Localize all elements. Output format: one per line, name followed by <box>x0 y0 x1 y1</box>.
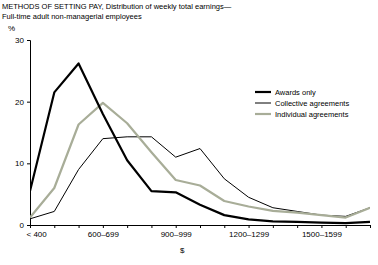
series-line <box>30 63 370 223</box>
y-axis: 0 10 20 30 <box>15 36 30 230</box>
chart: METHODS OF SETTING PAY, Distribution of … <box>0 0 378 265</box>
legend-swatch <box>255 103 271 104</box>
series-line <box>30 137 370 219</box>
x-tick-mark <box>321 225 322 228</box>
x-tick <box>151 225 152 228</box>
x-tick <box>200 225 201 228</box>
title: METHODS OF SETTING PAY, Distribution of … <box>2 2 232 11</box>
y-tick-mark <box>27 225 30 226</box>
x-tick <box>346 225 347 228</box>
subtitle: Full-time adult non-managerial employees <box>2 12 142 21</box>
x-tick <box>54 225 55 228</box>
x-tick-label: 1200–1299 <box>229 230 270 239</box>
x-tick <box>273 225 274 228</box>
x-tick: < 400 <box>27 225 48 239</box>
x-tick-label: 900–999 <box>161 230 193 239</box>
x-tick-label: 600–699 <box>88 230 120 239</box>
legend-swatch <box>255 91 271 93</box>
x-tick: 1200–1299 <box>229 225 270 239</box>
legend-label: Awards only <box>275 88 316 97</box>
legend-label: Collective agreements <box>275 99 349 108</box>
legend-label: Individual agreements <box>275 110 349 119</box>
x-tick-mark <box>249 225 250 228</box>
x-tick: 600–699 <box>88 225 120 239</box>
y-tick: 10 <box>15 159 30 168</box>
y-tick: 20 <box>15 98 30 107</box>
x-tick-mark <box>346 225 347 228</box>
x-tick-mark <box>224 225 225 228</box>
y-tick-mark <box>27 102 30 103</box>
y-tick-mark <box>27 40 30 41</box>
legend: Awards only Collective agreements Individu… <box>255 88 349 119</box>
x-tick-mark <box>297 225 298 228</box>
x-tick: 900–999 <box>161 225 193 239</box>
x-tick-mark <box>200 225 201 228</box>
y-tick-label: 20 <box>15 98 24 107</box>
x-tick-label: 1500–1599 <box>302 230 343 239</box>
x-tick-mark <box>127 225 128 228</box>
legend-swatch <box>255 113 271 115</box>
x-tick: 1500–1599 <box>302 225 343 239</box>
series-line <box>30 103 370 218</box>
x-tick-mark <box>176 225 177 228</box>
x-tick <box>79 225 80 228</box>
x-tick-label: < 400 <box>27 230 48 239</box>
x-tick <box>224 225 225 228</box>
y-tick-mark <box>27 163 30 164</box>
y-tick-label: 30 <box>15 36 24 45</box>
x-tick-mark <box>30 225 31 228</box>
x-tick-mark <box>151 225 152 228</box>
x-tick-mark <box>370 225 371 228</box>
y-tick-label: 10 <box>15 159 24 168</box>
y-axis-line <box>27 41 31 226</box>
plot-area <box>30 63 370 223</box>
x-tick-mark <box>54 225 55 228</box>
x-tick-mark <box>79 225 80 228</box>
x-label: $ <box>180 246 185 255</box>
x-axis: < 400 600–699 900–999 1200–1299 1500–1599 <box>27 225 371 239</box>
y-tick-label: 0 <box>20 221 25 230</box>
x-tick <box>127 225 128 228</box>
x-axis-line <box>31 226 371 229</box>
x-tick <box>297 225 298 228</box>
y-tick: 30 <box>15 36 30 45</box>
x-tick <box>370 225 371 228</box>
x-tick-mark <box>273 225 274 228</box>
x-tick-mark <box>103 225 104 228</box>
y-label: % <box>8 24 15 33</box>
